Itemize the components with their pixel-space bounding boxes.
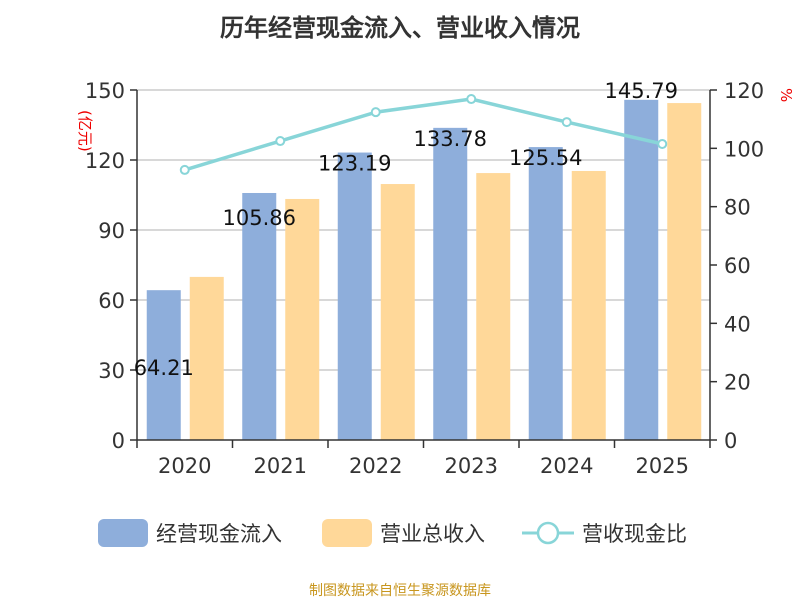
x-tick-label: 2020: [158, 454, 211, 478]
legend-label: 营收现金比: [582, 522, 687, 546]
bar-cash-inflow: [337, 152, 372, 440]
legend-label: 营业总收入: [380, 522, 485, 546]
y-right-tick-label: 60: [724, 254, 751, 278]
line-point-ratio: [466, 94, 477, 105]
line-ratio: [184, 97, 663, 172]
bar-cash-inflow: [624, 99, 659, 440]
line-point-ratio: [179, 164, 190, 175]
y-right-tick-label: 100: [724, 137, 764, 161]
line-point-ratio: [561, 117, 572, 128]
bar-revenue: [571, 170, 606, 440]
x-tick-label: 2024: [540, 454, 593, 478]
y-right-tick-label: 120: [724, 79, 764, 103]
legend-line-marker-icon: [522, 521, 574, 545]
data-label-cash-inflow: 133.78: [414, 127, 487, 151]
y-right-tick-label: 40: [724, 312, 751, 336]
legend-item-revenue[interactable]: 营业总收入: [322, 518, 485, 548]
line-point-ratio: [275, 136, 286, 147]
x-tick-label: 2023: [445, 454, 498, 478]
y-left-axis-label: (亿元): [76, 110, 94, 152]
bar-cash-inflow: [528, 147, 563, 440]
bar-revenue: [380, 184, 415, 440]
bar-revenue: [285, 198, 320, 440]
bar-cash-inflow: [146, 290, 181, 440]
source-note: 制图数据来自恒生聚源数据库: [309, 583, 491, 599]
y-left-tick-label: 90: [98, 219, 125, 243]
legend-item-cash-inflow[interactable]: 经营现金流入: [98, 518, 282, 548]
y-right-axis-label: %: [777, 88, 795, 102]
bar-revenue: [667, 103, 702, 441]
y-left-tick-label: 30: [98, 359, 125, 383]
data-label-cash-inflow: 105.86: [223, 206, 296, 230]
y-left-tick-label: 60: [98, 289, 125, 313]
y-left-tick-label: 0: [112, 429, 125, 453]
legend-label: 经营现金流入: [156, 522, 282, 546]
legend-swatch-cash-inflow: [98, 519, 148, 547]
x-tick-label: 2025: [636, 454, 689, 478]
chart-title: 历年经营现金流入、营业收入情况: [220, 14, 580, 42]
y-left-tick-label: 120: [85, 149, 125, 173]
y-right-tick-label: 20: [724, 371, 751, 395]
data-label-cash-inflow: 64.21: [134, 356, 194, 380]
line-point-ratio: [370, 107, 381, 118]
x-tick-label: 2021: [254, 454, 307, 478]
data-label-cash-inflow: 145.79: [605, 79, 678, 103]
line-point-ratio: [657, 138, 668, 149]
legend-swatch-revenue: [322, 519, 372, 547]
bar-cash-inflow: [242, 192, 277, 440]
bar-cash-inflow: [433, 127, 468, 440]
data-label-cash-inflow: 123.19: [318, 152, 391, 176]
legend-item-ratio[interactable]: 营收现金比: [522, 518, 687, 548]
y-left-tick-label: 150: [85, 79, 125, 103]
y-right-tick-label: 80: [724, 196, 751, 220]
data-label-cash-inflow: 125.54: [509, 146, 582, 170]
bar-revenue: [476, 173, 511, 441]
x-tick-label: 2022: [349, 454, 402, 478]
bar-revenue: [189, 276, 224, 440]
y-right-tick-label: 0: [724, 429, 737, 453]
